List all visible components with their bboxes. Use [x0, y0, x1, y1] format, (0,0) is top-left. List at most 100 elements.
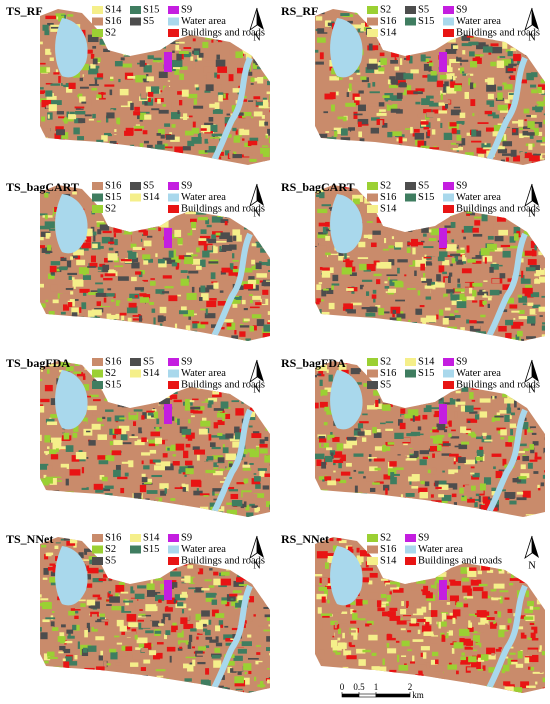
map-patch — [465, 688, 473, 691]
map-patch — [115, 202, 127, 210]
map-patch — [426, 315, 437, 323]
map-patch — [539, 191, 545, 195]
map-patch — [78, 459, 86, 462]
map-patch — [50, 100, 62, 105]
map-patch — [146, 235, 153, 238]
map-patch — [141, 647, 149, 653]
map-patch — [373, 432, 382, 438]
map-patch — [269, 463, 270, 466]
map-patch — [546, 366, 548, 373]
map-patch — [419, 404, 426, 408]
map-patch — [74, 615, 79, 620]
map-patch — [479, 411, 488, 418]
north-arrow — [532, 184, 539, 206]
north-label: N — [528, 208, 536, 219]
map-patch — [471, 399, 476, 402]
map-patch — [382, 95, 390, 98]
map-patch — [213, 578, 221, 586]
map-patch — [437, 326, 448, 330]
map-patch — [404, 444, 409, 452]
map-patch — [539, 244, 544, 247]
map-patch — [243, 501, 247, 508]
map-patch — [150, 402, 162, 405]
map-patch — [546, 204, 550, 211]
map-patch — [222, 686, 228, 689]
map-patch — [500, 192, 508, 197]
map-patch — [78, 118, 86, 124]
map-patch — [249, 411, 256, 418]
map-patch — [372, 334, 382, 341]
map-patch — [208, 261, 219, 264]
map-patch — [249, 137, 259, 142]
map-patch — [515, 42, 526, 47]
map-patch — [161, 508, 169, 515]
map-patch — [469, 392, 474, 400]
map-patch — [491, 453, 502, 457]
map-patch — [119, 684, 130, 689]
map-patch — [321, 141, 329, 148]
map-patch — [150, 225, 160, 228]
map-patch — [128, 302, 137, 308]
map-patch — [259, 11, 265, 14]
map-patch — [194, 84, 199, 88]
map-patch — [523, 108, 530, 114]
map-patch — [424, 285, 434, 289]
map-patch — [211, 234, 217, 239]
map-patch — [104, 257, 109, 263]
map-patch — [178, 66, 188, 70]
map-patch — [75, 631, 84, 638]
map-patch — [358, 471, 364, 474]
map-patch — [541, 22, 545, 30]
map-patch — [323, 371, 327, 375]
map-patch — [318, 436, 326, 439]
map-patch — [345, 322, 354, 326]
map-patch — [178, 267, 188, 270]
map-patch — [542, 243, 545, 250]
map-patch — [503, 601, 507, 607]
map-patch — [450, 76, 457, 80]
map-patch — [168, 41, 180, 45]
map-patch — [198, 428, 208, 435]
map-patch — [543, 235, 545, 238]
map-patch — [324, 455, 333, 463]
map-patch — [190, 406, 201, 410]
map-patch — [467, 498, 475, 503]
map-patch — [398, 649, 407, 654]
map-patch — [359, 284, 364, 290]
map-patch — [118, 408, 126, 411]
map-patch — [133, 686, 142, 690]
map-patch — [505, 216, 510, 219]
map-patch — [199, 506, 209, 514]
map-patch — [462, 508, 465, 512]
map-patch — [125, 150, 134, 156]
map-patch — [254, 507, 259, 513]
map-patch — [272, 638, 274, 644]
map-patch — [81, 384, 90, 391]
map-patch — [256, 645, 261, 647]
map-patch — [232, 88, 244, 93]
map-patch — [397, 209, 404, 218]
map-patch — [324, 476, 332, 481]
map-patch — [253, 517, 261, 522]
map-patch — [263, 99, 269, 104]
map-patch — [346, 92, 350, 97]
map-patch — [209, 639, 218, 643]
map-patch — [399, 197, 403, 204]
map-patch — [332, 436, 340, 442]
map-patch — [267, 679, 270, 684]
map-patch — [98, 578, 107, 582]
map-patch — [78, 421, 85, 428]
map-patch — [217, 432, 223, 436]
map-patch — [132, 562, 141, 567]
map-patch — [319, 309, 322, 314]
map-patch — [149, 449, 157, 454]
map-patch — [316, 318, 326, 321]
map-patch — [173, 399, 182, 403]
map-patch — [418, 151, 424, 155]
map-patch — [121, 17, 128, 23]
map-patch — [183, 623, 194, 630]
map-patch — [141, 450, 150, 454]
map-patch — [479, 363, 488, 367]
map-patch — [476, 147, 483, 154]
map-patch — [73, 284, 76, 289]
